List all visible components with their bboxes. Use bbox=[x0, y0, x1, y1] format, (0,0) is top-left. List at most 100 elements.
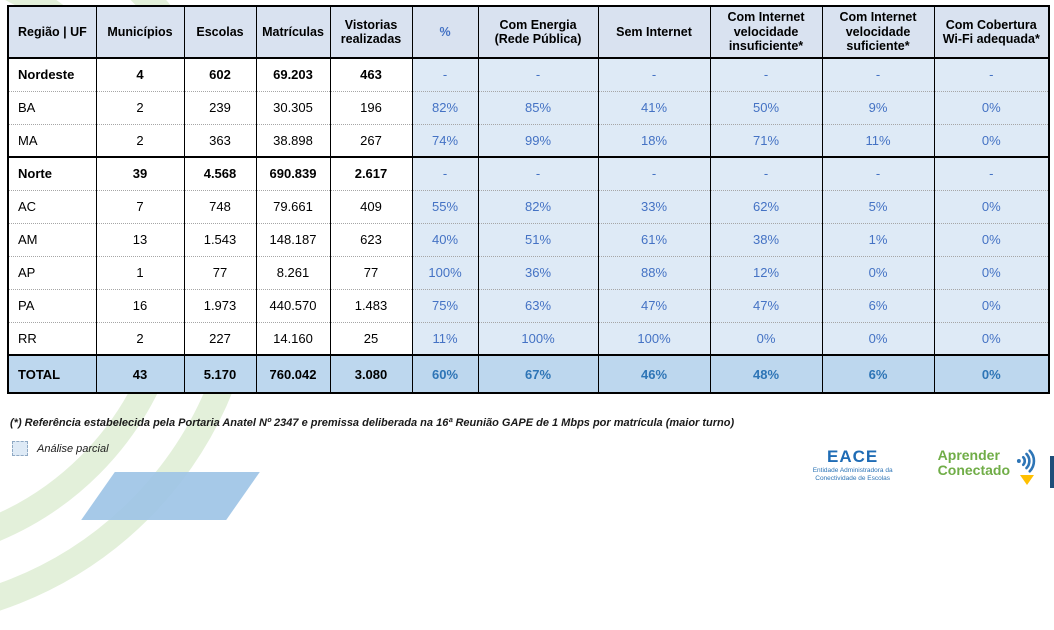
cell-nordeste-col8: - bbox=[709, 57, 822, 91]
cell-nordeste-col10: - bbox=[933, 57, 1049, 91]
cell-norte-col2: 4.568 bbox=[183, 156, 256, 190]
right-edge-logo-fragment bbox=[1050, 456, 1054, 488]
cell-am-col5: 40% bbox=[411, 222, 478, 256]
column-header-10: Com Cobertura Wi-Fi adequada* bbox=[933, 5, 1050, 59]
aprender-conectado-logo-text: Aprender Conectado bbox=[938, 448, 1010, 477]
eace-logo-name: EACE bbox=[827, 447, 879, 466]
cell-am-col6: 51% bbox=[477, 222, 598, 256]
cell-am-col9: 1% bbox=[821, 222, 934, 256]
cell-ac-col8: 62% bbox=[709, 189, 822, 223]
cell-pa-col3: 440.570 bbox=[255, 288, 330, 322]
cell-ma-col6: 99% bbox=[477, 123, 598, 157]
cell-ap-col9: 0% bbox=[821, 255, 934, 289]
column-header-1: Municípios bbox=[95, 5, 185, 59]
cell-norte-col9: - bbox=[821, 156, 934, 190]
cell-rr-col3: 14.160 bbox=[255, 321, 330, 355]
footnote: (*) Referência estabelecida pela Portari… bbox=[10, 417, 735, 429]
row-label-rr: RR bbox=[7, 321, 96, 355]
conectado-line: Conectado bbox=[937, 461, 1010, 478]
cell-am-col8: 38% bbox=[709, 222, 822, 256]
cell-pa-col8: 47% bbox=[709, 288, 822, 322]
cell-norte-col5: - bbox=[411, 156, 478, 190]
cell-ma-col10: 0% bbox=[933, 123, 1049, 157]
cell-ba-col7: 41% bbox=[597, 90, 710, 124]
cell-ap-col2: 77 bbox=[183, 255, 256, 289]
row-label-pa: PA bbox=[7, 288, 96, 322]
cell-ap-col7: 88% bbox=[597, 255, 710, 289]
table-header-row: Região | UF Municípios Escolas Matrículas Vi… bbox=[7, 5, 1050, 59]
column-header-3: Matrículas bbox=[255, 5, 331, 59]
cell-ba-col3: 30.305 bbox=[255, 90, 330, 124]
eace-logo: EACE Entidade Administradora da Conectiv… bbox=[794, 448, 912, 483]
cell-nordeste-col6: - bbox=[477, 57, 598, 91]
cell-ma-col5: 74% bbox=[411, 123, 478, 157]
cell-am-col10: 0% bbox=[933, 222, 1049, 256]
cell-total-col1: 43 bbox=[95, 354, 184, 393]
aprender-line: Aprender bbox=[937, 447, 1000, 463]
row-label-ap: AP bbox=[7, 255, 96, 289]
cell-total-col2: 5.170 bbox=[183, 354, 256, 393]
column-header-0: Região | UF bbox=[7, 5, 97, 59]
table-header: Região | UF Municípios Escolas Matrículas Vi… bbox=[7, 5, 1050, 59]
connectivity-table: Região | UF Municípios Escolas Matrículas Vi… bbox=[7, 5, 1050, 394]
cell-norte-col4: 2.617 bbox=[329, 156, 412, 190]
cell-pa-col6: 63% bbox=[477, 288, 598, 322]
cell-norte-col8: - bbox=[709, 156, 822, 190]
cell-rr-col4: 25 bbox=[329, 321, 412, 355]
table-row-rr: RR 2 227 14.160 25 11% 100% 100% 0% 0% 0% bbox=[7, 321, 1049, 355]
eace-logo-subtitle: Entidade Administradora da Conectividade… bbox=[812, 467, 893, 483]
cell-rr-col7: 100% bbox=[597, 321, 710, 355]
cell-ac-col6: 82% bbox=[477, 189, 598, 223]
cell-am-col3: 148.187 bbox=[255, 222, 330, 256]
row-label-norte: Norte bbox=[7, 156, 96, 190]
cell-am-col2: 1.543 bbox=[183, 222, 256, 256]
cell-nordeste-col5: - bbox=[411, 57, 478, 91]
cell-ma-col2: 363 bbox=[183, 123, 256, 157]
table-row-ba: BA 2 239 30.305 196 82% 85% 41% 50% 9% 0% bbox=[7, 90, 1049, 124]
cell-ap-col5: 100% bbox=[411, 255, 478, 289]
cell-norte-col10: - bbox=[933, 156, 1049, 190]
cell-ba-col10: 0% bbox=[933, 90, 1049, 124]
cell-am-col4: 623 bbox=[329, 222, 412, 256]
cell-ac-col7: 33% bbox=[597, 189, 710, 223]
cell-ba-col9: 9% bbox=[821, 90, 934, 124]
cell-rr-col8: 0% bbox=[709, 321, 822, 355]
cell-ma-col1: 2 bbox=[95, 123, 184, 157]
partial-analysis-swatch bbox=[12, 441, 28, 456]
row-label-ma: MA bbox=[7, 123, 96, 157]
column-header-7: Sem Internet bbox=[597, 5, 711, 59]
cell-rr-col1: 2 bbox=[95, 321, 184, 355]
cell-ap-col10: 0% bbox=[933, 255, 1049, 289]
cell-ba-col2: 239 bbox=[183, 90, 256, 124]
wifi-icon-wrap bbox=[1014, 448, 1040, 485]
row-label-ac: AC bbox=[7, 189, 96, 223]
cell-ac-col1: 7 bbox=[95, 189, 184, 223]
cell-ba-col1: 2 bbox=[95, 90, 184, 124]
cell-total-col4: 3.080 bbox=[329, 354, 412, 393]
cell-ac-col4: 409 bbox=[329, 189, 412, 223]
cell-rr-col10: 0% bbox=[933, 321, 1049, 355]
cell-nordeste-col7: - bbox=[597, 57, 710, 91]
wifi-icon bbox=[1014, 448, 1040, 474]
table-row-ap: AP 1 77 8.261 77 100% 36% 88% 12% 0% 0% bbox=[7, 255, 1049, 289]
table-row-total: TOTAL 43 5.170 760.042 3.080 60% 67% 46% 48% 6% 0% bbox=[7, 354, 1049, 393]
cell-norte-col6: - bbox=[477, 156, 598, 190]
cell-ma-col9: 11% bbox=[821, 123, 934, 157]
row-label-total: TOTAL bbox=[7, 354, 96, 393]
cell-ma-col7: 18% bbox=[597, 123, 710, 157]
column-header-2: Escolas bbox=[183, 5, 257, 59]
cell-ba-col4: 196 bbox=[329, 90, 412, 124]
cell-pa-col10: 0% bbox=[933, 288, 1049, 322]
legend-label: Análise parcial bbox=[37, 442, 109, 455]
cell-total-col8: 48% bbox=[709, 354, 822, 393]
cell-ap-col1: 1 bbox=[95, 255, 184, 289]
cell-total-col7: 46% bbox=[597, 354, 710, 393]
column-header-8: Com Internet velocidade insuficiente* bbox=[709, 5, 823, 59]
table-row-am: AM 13 1.543 148.187 623 40% 51% 61% 38% 1% 0% bbox=[7, 222, 1049, 256]
cell-rr-col6: 100% bbox=[477, 321, 598, 355]
cell-rr-col5: 11% bbox=[411, 321, 478, 355]
cell-total-col5: 60% bbox=[411, 354, 478, 393]
cell-total-col6: 67% bbox=[477, 354, 598, 393]
cell-ma-col8: 71% bbox=[709, 123, 822, 157]
cell-total-col3: 760.042 bbox=[255, 354, 330, 393]
